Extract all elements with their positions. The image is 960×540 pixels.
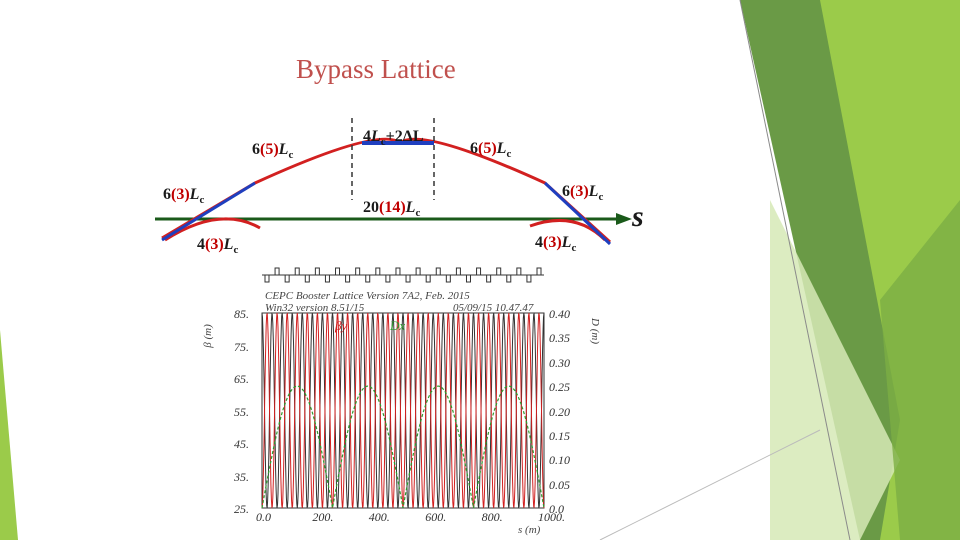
magnet-element <box>506 274 512 283</box>
magnet-element <box>385 274 391 283</box>
right-tick-label: 0.15 <box>549 428 570 443</box>
magnet-element <box>536 267 542 276</box>
magnet-element <box>335 267 341 276</box>
right-tick-label: 0.0 <box>549 502 564 516</box>
decor-green-left <box>0 330 18 540</box>
label-bottom-right: 4(3)Lc <box>535 234 577 255</box>
magnet-element <box>345 274 351 283</box>
left-tick-label: 75. <box>234 339 249 354</box>
beta-y-line <box>261 312 545 509</box>
magnet-element <box>314 267 320 276</box>
magnet-element <box>304 274 310 283</box>
left-lower-curve <box>164 217 261 242</box>
magnet-element <box>284 274 290 283</box>
plot-header-line1: CEPC Booster Lattice Version 7A2, Feb. 2… <box>265 290 470 302</box>
right-tick-label: 0.05 <box>549 477 570 492</box>
magnet-element <box>395 267 401 276</box>
x-tick-label: 1000. <box>538 510 565 524</box>
magnet-element <box>375 267 381 276</box>
decor-green-pale <box>770 200 900 540</box>
left-tick-label: 45. <box>234 437 249 451</box>
left-tick-label: 65. <box>234 372 249 386</box>
x-axis-label: s (m) <box>518 524 541 536</box>
left-tick-label: 25. <box>234 502 249 516</box>
magnet-element <box>496 267 502 276</box>
right-tick-label: 0.40 <box>549 307 570 321</box>
decor-thin-line <box>739 0 851 540</box>
x-tick-label: 400. <box>368 510 390 524</box>
s-axis-arrow <box>616 213 632 225</box>
magnet-element <box>264 274 270 283</box>
label-mid-right: 6(3)Lc <box>562 183 604 204</box>
right-tick-label: 0.30 <box>549 355 570 370</box>
x-tick-label: 200. <box>312 510 334 524</box>
slide-title: Bypass Lattice <box>296 54 456 84</box>
magnet-layout-strip <box>262 267 544 283</box>
magnet-element <box>365 274 371 283</box>
magnet-element <box>435 267 441 276</box>
label-mid-center: 20(14)Lc <box>363 199 421 220</box>
magnet-element <box>324 274 330 283</box>
decor-green-mid <box>880 200 960 540</box>
magnet-element <box>274 267 280 276</box>
plot-header-date: 05/09/15 10.47.47 <box>453 302 534 314</box>
plot-frame <box>261 312 545 509</box>
label-bottom-left: 4(3)Lc <box>197 236 239 257</box>
magnet-element <box>415 267 421 276</box>
legend-beta: βy <box>335 318 348 333</box>
magnet-element <box>486 274 492 283</box>
label-top-left: 6(5)Lc <box>252 141 294 162</box>
magnet-element <box>405 274 411 283</box>
x-tick-label: 600. <box>425 510 447 524</box>
beta-series <box>261 312 545 509</box>
s-axis-label: s <box>632 200 644 233</box>
label-mid-left: 6(3)Lc <box>163 186 205 207</box>
magnet-element <box>355 267 361 276</box>
magnet-element <box>455 267 461 276</box>
magnet-element <box>465 274 471 283</box>
left-tick-label: 35. <box>234 469 249 484</box>
plot-header-line2: Win32 version 8.51/15 <box>265 302 365 314</box>
legend-d: Dx <box>390 318 406 333</box>
blue-segment-right <box>543 181 612 246</box>
x-tick-label: 800. <box>481 510 503 524</box>
dispersion-line <box>261 385 545 509</box>
magnet-element <box>476 267 482 276</box>
decor-thin-line-2 <box>599 429 821 540</box>
dispersion-series <box>261 385 545 509</box>
left-axis-label: β (m) <box>201 324 214 348</box>
magnet-element <box>526 274 532 283</box>
right-axis-label: D (m) <box>588 318 601 344</box>
magnet-element <box>445 274 451 283</box>
right-tick-label: 0.10 <box>549 453 570 468</box>
blue-segment-left <box>161 181 256 242</box>
label-top-center: 4Lc+2ΔL <box>363 128 424 149</box>
right-tick-label: 0.35 <box>549 331 570 346</box>
x-tick-label: 0.0 <box>256 510 271 524</box>
label-top-right: 6(5)Lc <box>470 140 512 161</box>
right-tick-label: 0.20 <box>549 404 570 419</box>
right-tick-label: 0.25 <box>549 380 570 395</box>
left-tick-label: 85. <box>234 307 249 321</box>
beta-x-line <box>261 312 545 509</box>
left-tick-label: 55. <box>234 404 249 419</box>
magnet-element <box>516 267 522 276</box>
magnet-element <box>425 274 431 283</box>
magnet-element <box>294 267 300 276</box>
